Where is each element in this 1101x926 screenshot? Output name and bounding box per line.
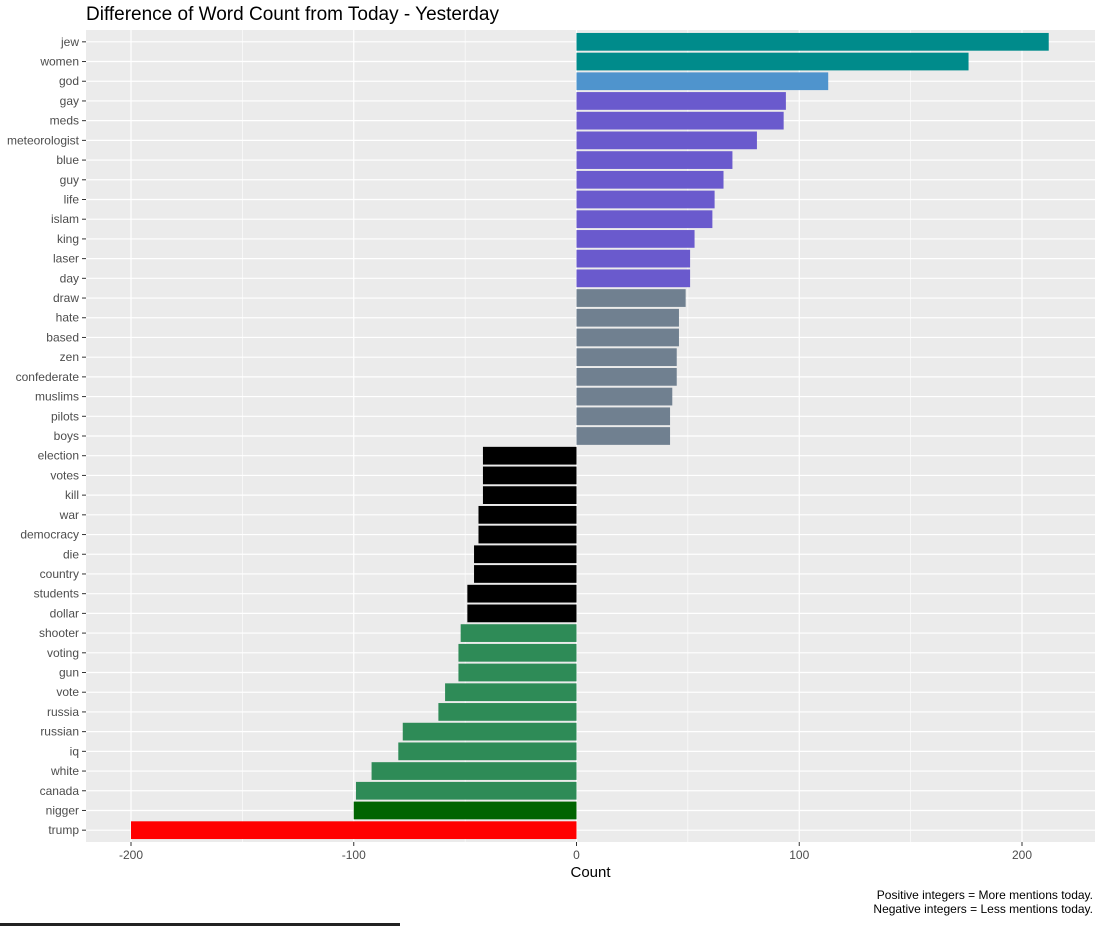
y-tick-label: russia: [47, 705, 79, 719]
bar-based: [576, 328, 679, 347]
bar-guy: [576, 170, 724, 189]
y-tick-label: kill: [65, 488, 79, 502]
bar-kill: [482, 486, 577, 504]
bar-gay: [576, 92, 786, 110]
y-tick-label: gun: [59, 666, 79, 680]
y-tick-label: nigger: [46, 803, 79, 817]
y-tick-label: gay: [60, 94, 79, 108]
y-tick-label: guy: [60, 173, 79, 187]
bar-draw: [576, 289, 686, 307]
y-tick-label: die: [63, 547, 79, 561]
bar-trump: [131, 821, 577, 840]
bar-country: [474, 565, 577, 583]
bar-russia: [438, 703, 577, 721]
bars: [131, 32, 1049, 840]
y-axis: jew women god gay meds meteorologist blue guy li…: [7, 35, 86, 837]
bar-iq: [398, 742, 577, 761]
y-tick-label: trump: [48, 823, 79, 837]
bar-vote: [445, 683, 577, 702]
bar-confederate: [576, 368, 677, 386]
y-tick-label: islam: [51, 212, 79, 226]
y-tick-label: day: [60, 271, 79, 285]
y-tick-label: shooter: [39, 626, 79, 640]
x-tick-label: -200: [119, 848, 143, 862]
y-tick-label: women: [39, 55, 79, 69]
bar-gun: [458, 663, 577, 682]
chart-title: Difference of Word Count from Today - Ye…: [86, 4, 499, 25]
bar-day: [576, 269, 691, 288]
bar-democracy: [478, 525, 577, 544]
y-tick-label: white: [50, 764, 79, 778]
caption-line-positive: Positive integers = More mentions today.: [876, 888, 1093, 902]
bar-meteorologist: [576, 131, 757, 150]
y-tick-label: pilots: [51, 409, 79, 423]
y-tick-label: jew: [60, 35, 79, 49]
bar-pilots: [576, 407, 671, 426]
y-tick-label: meds: [50, 114, 79, 128]
y-tick-label: dollar: [50, 606, 79, 620]
bar-hate: [576, 308, 679, 327]
bar-dollar: [467, 604, 577, 623]
bar-voting: [458, 643, 577, 662]
x-axis-title: Count: [570, 864, 611, 881]
bar-votes: [482, 466, 577, 485]
bar-russian: [402, 722, 577, 741]
y-tick-label: draw: [53, 291, 79, 305]
y-tick-label: canada: [40, 784, 80, 798]
bar-election: [482, 446, 577, 465]
y-tick-label: laser: [53, 252, 79, 266]
bar-king: [576, 230, 695, 248]
bar-shooter: [460, 624, 577, 642]
y-tick-label: democracy: [20, 528, 79, 542]
y-tick-label: votes: [50, 468, 79, 482]
bar-canada: [355, 781, 577, 800]
x-axis: -200 -100 0 100 200: [119, 842, 1032, 862]
y-tick-label: confederate: [16, 370, 80, 384]
bar-meds: [576, 111, 784, 130]
y-tick-label: vote: [56, 685, 79, 699]
bottom-divider: [0, 923, 400, 926]
bar-muslims: [576, 387, 673, 406]
y-tick-label: meteorologist: [7, 133, 80, 147]
x-tick-label: 200: [1012, 848, 1032, 862]
y-tick-label: hate: [56, 311, 80, 325]
y-tick-label: blue: [56, 153, 79, 167]
bar-islam: [576, 210, 713, 229]
y-tick-label: based: [46, 330, 79, 344]
y-tick-label: voting: [47, 646, 79, 660]
y-tick-label: life: [64, 192, 80, 206]
bar-boys: [576, 427, 671, 445]
bar-laser: [576, 249, 691, 268]
y-tick-label: students: [34, 587, 79, 601]
x-tick-label: 0: [573, 848, 580, 862]
x-tick-label: 100: [789, 848, 809, 862]
bar-students: [467, 584, 577, 603]
bar-die: [474, 545, 577, 564]
bar-women: [576, 52, 969, 71]
y-tick-label: boys: [54, 429, 79, 443]
bar-war: [478, 505, 577, 524]
bar-life: [576, 190, 715, 209]
y-tick-label: iq: [70, 744, 79, 758]
caption-line-negative: Negative integers = Less mentions today.: [873, 902, 1093, 916]
y-tick-label: zen: [60, 350, 79, 364]
bar-jew: [576, 32, 1049, 51]
y-tick-label: country: [40, 567, 79, 581]
y-tick-label: election: [38, 449, 79, 463]
y-tick-label: muslims: [35, 390, 79, 404]
bar-god: [576, 72, 829, 91]
y-tick-label: war: [59, 508, 79, 522]
bar-zen: [576, 348, 677, 367]
y-tick-label: god: [59, 74, 79, 88]
bar-blue: [576, 151, 733, 169]
x-tick-label: -100: [342, 848, 366, 862]
y-tick-label: king: [57, 232, 79, 246]
y-tick-label: russian: [40, 725, 79, 739]
bar-nigger: [353, 801, 577, 820]
bar-white: [371, 762, 577, 780]
